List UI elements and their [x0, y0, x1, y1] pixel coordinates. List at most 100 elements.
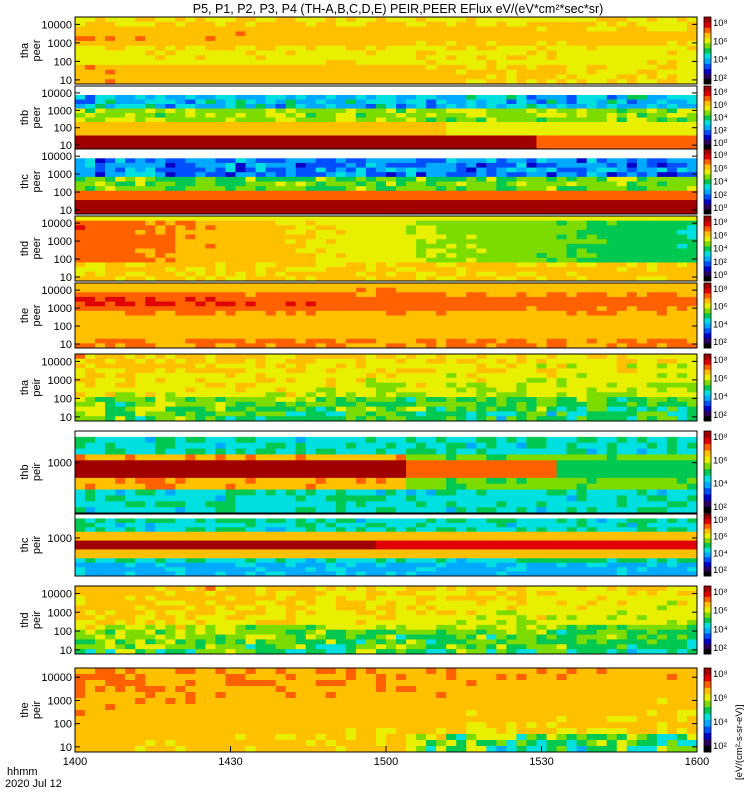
heatmap-cell [406, 387, 417, 393]
heatmap-cell [566, 190, 578, 196]
heatmap-cell [355, 36, 367, 42]
heatmap-cell [596, 271, 608, 277]
heatmap-cell [305, 99, 317, 105]
heatmap-cell [486, 79, 497, 85]
heatmap-cell [556, 40, 567, 47]
heatmap-cell [656, 195, 668, 201]
heatmap-cell [235, 108, 246, 114]
heatmap-cell [556, 243, 567, 249]
heatmap-cell [446, 296, 457, 302]
heatmap-cell [636, 334, 648, 340]
heatmap-cell [616, 131, 628, 136]
heatmap-cell [416, 283, 427, 289]
heatmap-cell [496, 220, 507, 226]
heatmap-cell [205, 104, 216, 109]
heatmap-cell [175, 397, 186, 403]
heatmap-cell [556, 283, 567, 289]
heatmap-cell [145, 204, 156, 210]
heatmap-cell [626, 167, 638, 173]
heatmap-cell [636, 60, 648, 66]
heatmap-cell [335, 172, 347, 178]
heatmap-cell [486, 167, 497, 173]
heatmap-cell [426, 74, 437, 80]
heatmap-cell [135, 108, 146, 114]
heatmap-cell [416, 301, 427, 307]
heatmap-cell [245, 392, 256, 398]
heatmap-cell [456, 292, 467, 298]
heatmap-cell [546, 144, 557, 150]
heatmap-cell [616, 324, 628, 330]
heatmap-cell [85, 368, 96, 374]
heatmap-cell [546, 21, 557, 27]
heatmap-cell [656, 113, 668, 118]
heatmap-cell [375, 276, 387, 282]
heatmap-cell [205, 368, 216, 374]
heatmap-cell [75, 387, 86, 393]
heatmap-cell [666, 26, 678, 32]
heatmap-cell [275, 131, 287, 136]
heatmap-cell [566, 149, 578, 155]
heatmap-cell [446, 90, 457, 96]
heatmap-cell [626, 195, 638, 201]
heatmap-cell [175, 95, 186, 100]
heatmap-cell [406, 416, 417, 422]
heatmap-cell [416, 36, 427, 42]
heatmap-cell [546, 135, 557, 141]
heatmap-cell [265, 229, 277, 235]
heatmap-cell [95, 253, 106, 259]
colorbar-segment [704, 73, 711, 80]
heatmap-cell [365, 113, 377, 118]
heatmap-cell [416, 296, 427, 302]
heatmap-cell [335, 99, 347, 105]
heatmap-cell [355, 167, 367, 173]
heatmap-cell [596, 122, 608, 127]
heatmap-cell [95, 69, 106, 75]
heatmap-cell [686, 104, 698, 109]
heatmap-cell [145, 377, 156, 384]
heatmap-cell [626, 287, 638, 293]
heatmap-cell [476, 338, 487, 344]
heatmap-cell [446, 292, 457, 298]
heatmap-cell [636, 162, 648, 168]
heatmap-cell [656, 144, 668, 150]
heatmap-cell [596, 158, 608, 164]
heatmap-cell [646, 216, 658, 222]
heatmap-cell [396, 382, 407, 388]
heatmap-cell [476, 334, 487, 340]
heatmap-cell [646, 343, 658, 349]
heatmap-cell [436, 86, 447, 91]
heatmap-cell [335, 181, 347, 187]
heatmap-cell [375, 162, 387, 168]
heatmap-cell [185, 257, 196, 263]
heatmap-cell [295, 239, 307, 245]
heatmap-cell [546, 267, 557, 273]
heatmap-cell [355, 267, 367, 273]
heatmap-cell [646, 31, 658, 37]
heatmap-cell [75, 186, 86, 192]
heatmap-cell [135, 104, 146, 109]
heatmap-cell [365, 126, 377, 132]
heatmap-cell [75, 253, 86, 259]
heatmap-cell [325, 64, 337, 71]
heatmap-cell [85, 329, 96, 335]
heatmap-cell [596, 50, 608, 56]
heatmap-cell [626, 69, 638, 75]
heatmap-cell [375, 216, 387, 222]
heatmap-cell [125, 86, 136, 91]
heatmap-cell [255, 276, 267, 282]
heatmap-cell [636, 239, 648, 245]
heatmap-cell [496, 195, 507, 201]
heatmap-cell [516, 200, 527, 206]
heatmap-cell [135, 69, 146, 75]
heatmap-cell [295, 117, 307, 123]
heatmap-cell [426, 234, 437, 240]
heatmap-cell [596, 315, 608, 321]
heatmap-cell [175, 200, 186, 206]
heatmap-cell [616, 144, 628, 150]
heatmap-cell [85, 283, 96, 289]
heatmap-cell [526, 36, 537, 42]
heatmap-cell [546, 243, 557, 249]
heatmap-cell [295, 162, 307, 168]
heatmap-cell [406, 113, 417, 118]
heatmap-cell [606, 271, 618, 277]
